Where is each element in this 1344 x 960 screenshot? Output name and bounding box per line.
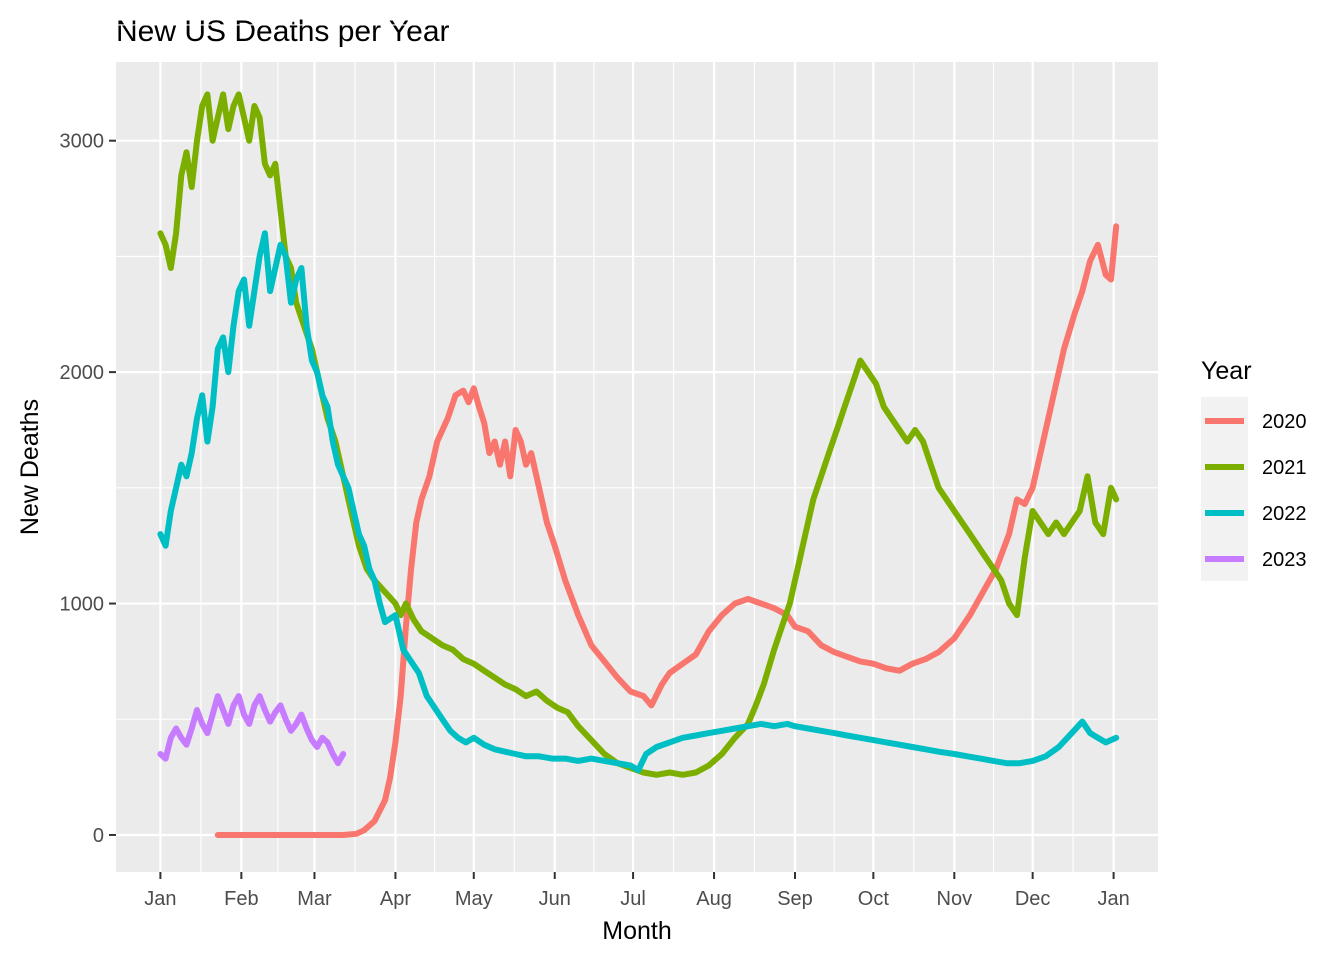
x-tick-label: Apr (380, 888, 411, 910)
y-axis-title: New Deaths (16, 399, 44, 535)
x-tick-label: Sep (777, 888, 813, 910)
series-lines (157, 91, 1120, 838)
legend: Year 2020 2021 2022 2023 (1201, 357, 1307, 581)
x-tick-label: Jan (1097, 888, 1129, 910)
x-tick-label: Dec (1015, 888, 1051, 910)
plot-panel (116, 62, 1158, 872)
x-tick-label: Oct (858, 888, 890, 910)
y-tick-label: 3000 (60, 131, 105, 153)
series-line-2022 (157, 230, 1120, 774)
x-tick-label: Feb (224, 888, 258, 910)
legend-label-2022: 2022 (1262, 503, 1307, 525)
series-line-2023 (157, 693, 347, 767)
legend-label-2023: 2023 (1262, 549, 1307, 571)
y-tick-label: 2000 (60, 362, 105, 384)
legend-label-2021: 2021 (1262, 457, 1307, 479)
series-line-2021 (157, 91, 1120, 778)
y-tick-label: 0 (93, 825, 104, 847)
x-tick-label: Jun (539, 888, 571, 910)
x-tick-label: Jan (144, 888, 176, 910)
y-tick-label: 1000 (60, 594, 105, 616)
legend-title: Year (1201, 357, 1252, 385)
x-tick-label: Aug (696, 888, 732, 910)
chart-title: New US Deaths per Year (116, 15, 450, 48)
legend-key-background (1201, 397, 1248, 581)
legend-label-2020: 2020 (1262, 411, 1307, 433)
y-axis-ticks: 0 1000 2000 3000 (60, 131, 116, 847)
x-axis-ticks: Jan Feb Mar Apr May Jun Jul Aug Sep Oct Nov Dec Jan (144, 872, 1130, 910)
x-tick-label: May (455, 888, 493, 910)
x-tick-label: Jul (620, 888, 646, 910)
x-tick-label: Nov (937, 888, 973, 910)
x-axis-title: Month (602, 917, 671, 945)
x-tick-label: Mar (297, 888, 332, 910)
